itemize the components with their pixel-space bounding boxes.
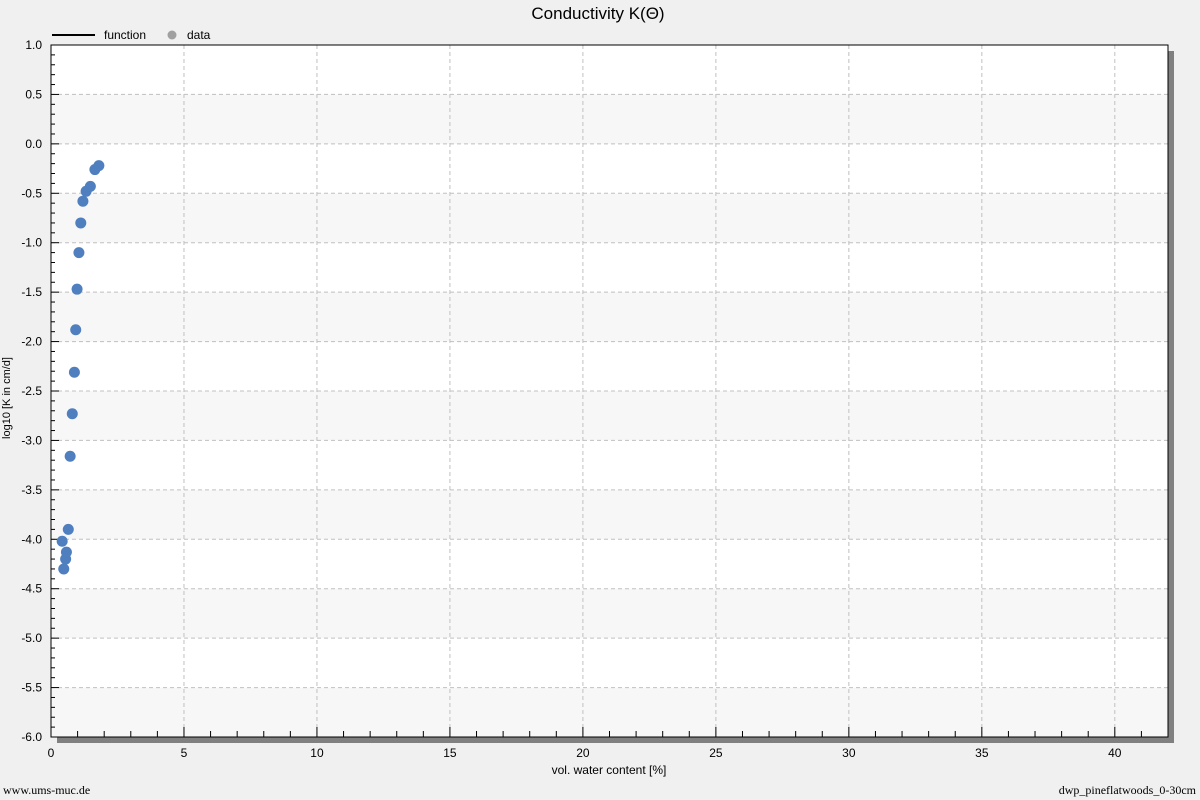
y-tick-label: -5.5 xyxy=(21,681,42,695)
y-tick-label: -0.5 xyxy=(21,186,42,200)
x-tick-label: 15 xyxy=(443,746,457,760)
grid-band xyxy=(51,193,1168,243)
data-point xyxy=(73,247,85,259)
x-tick-label: 20 xyxy=(576,746,590,760)
x-tick-label: 25 xyxy=(709,746,723,760)
grid-band xyxy=(51,489,1168,540)
data-point xyxy=(56,535,68,547)
data-point xyxy=(68,366,80,378)
data-point xyxy=(66,408,78,420)
y-tick-label: -1.0 xyxy=(21,236,42,250)
x-tick-label: 35 xyxy=(975,746,989,760)
y-tick-label: -4.5 xyxy=(21,582,42,596)
y-tick-label: -6.0 xyxy=(21,730,42,744)
data-point xyxy=(75,217,87,229)
data-point xyxy=(71,283,83,295)
y-tick-label: 0.0 xyxy=(25,137,42,151)
grid-band xyxy=(51,588,1168,639)
footer-website[interactable]: www.ums-muc.de xyxy=(3,783,91,797)
y-tick-label: -2.5 xyxy=(21,384,42,398)
legend-data-swatch xyxy=(167,30,177,40)
x-axis-label: vol. water content [%] xyxy=(552,763,667,777)
legend-label: data xyxy=(187,28,211,42)
y-axis-label: log10 [K in cm/d] xyxy=(1,357,13,439)
data-point xyxy=(64,450,76,462)
grid-band xyxy=(51,391,1168,441)
data-point xyxy=(84,180,96,192)
x-tick-label: 0 xyxy=(48,746,55,760)
x-tick-label: 30 xyxy=(842,746,856,760)
legend-label: function xyxy=(104,28,146,42)
chart-title: Conductivity K(Θ) xyxy=(531,4,664,23)
grid-band xyxy=(51,94,1168,144)
data-point xyxy=(62,523,74,535)
x-tick-label: 40 xyxy=(1108,746,1122,760)
y-tick-label: 0.5 xyxy=(25,87,42,101)
y-tick-label: -4.0 xyxy=(21,532,42,546)
y-tick-label: -3.0 xyxy=(21,433,42,447)
data-point xyxy=(77,195,89,207)
grid-band xyxy=(51,292,1168,342)
y-tick-label: -3.5 xyxy=(21,483,42,497)
data-point xyxy=(58,563,70,575)
y-tick-label: 1.0 xyxy=(25,38,42,52)
data-point xyxy=(70,324,82,336)
x-tick-label: 5 xyxy=(181,746,188,760)
y-tick-label: -1.5 xyxy=(21,285,42,299)
y-tick-label: -5.0 xyxy=(21,631,42,645)
data-point xyxy=(93,160,105,172)
x-tick-label: 10 xyxy=(310,746,324,760)
footer-dataset-name: dwp_pineflatwoods_0-30cm xyxy=(1058,783,1196,797)
data-point xyxy=(60,546,72,558)
y-tick-label: -2.0 xyxy=(21,335,42,349)
grid-band xyxy=(51,687,1168,737)
